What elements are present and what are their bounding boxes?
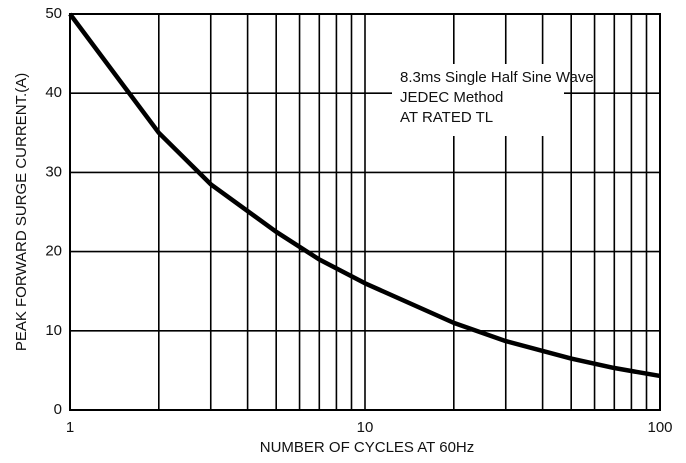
- y-tick-label: 30: [45, 163, 62, 180]
- y-tick-label: 0: [54, 401, 62, 418]
- x-tick-label: 10: [357, 419, 374, 436]
- y-tick-label: 50: [45, 5, 62, 22]
- x-tick-label: 100: [647, 419, 672, 436]
- x-axis-label: NUMBER OF CYCLES AT 60Hz: [260, 439, 475, 456]
- annotation: JEDEC Method: [400, 89, 503, 106]
- x-tick-label: 1: [66, 419, 74, 436]
- y-axis-label: PEAK FORWARD SURGE CURRENT.(A): [13, 73, 30, 351]
- plot-frame: [69, 13, 661, 411]
- y-tick-label: 10: [45, 322, 62, 339]
- annotation: 8.3ms Single Half Sine Wave: [400, 69, 594, 86]
- y-tick-label: 20: [45, 243, 62, 260]
- annotation-box: [392, 64, 564, 136]
- line-series: [68, 12, 661, 379]
- y-tick-label: 40: [45, 84, 62, 101]
- annotation: AT RATED TL: [400, 109, 493, 126]
